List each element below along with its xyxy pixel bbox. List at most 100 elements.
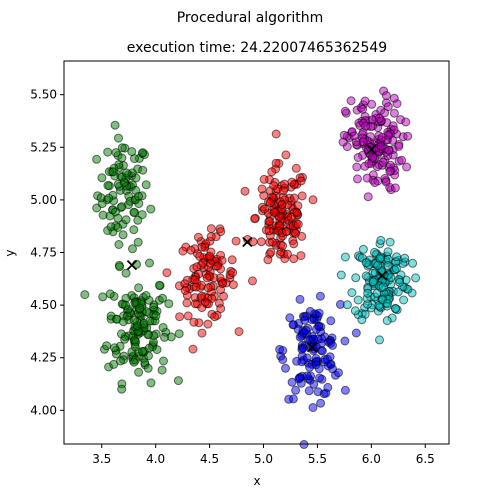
- data-point: [391, 304, 401, 314]
- data-point: [159, 356, 168, 366]
- data-point: [353, 295, 363, 305]
- data-point: [269, 181, 279, 191]
- data-point: [134, 367, 144, 377]
- data-point: [358, 137, 368, 147]
- data-point: [383, 102, 393, 112]
- y-tick-label: 4.25: [30, 351, 57, 365]
- data-point: [98, 292, 108, 302]
- data-point: [266, 247, 276, 257]
- data-point: [368, 153, 378, 162]
- data-point: [397, 155, 407, 165]
- data-point: [363, 192, 373, 202]
- data-point: [121, 300, 131, 310]
- data-point: [146, 204, 156, 214]
- centroid-marker-1: [242, 236, 253, 248]
- data-point: [291, 385, 301, 395]
- data-point: [288, 320, 298, 330]
- data-point: [162, 268, 172, 278]
- data-point: [338, 137, 348, 147]
- data-point: [175, 312, 185, 322]
- x-tick-label: 3.5: [92, 452, 111, 466]
- data-point: [133, 237, 143, 247]
- data-point: [248, 276, 257, 286]
- data-point: [135, 303, 145, 313]
- y-tick-label: 5.25: [30, 140, 57, 154]
- data-point: [173, 376, 183, 386]
- data-point: [116, 356, 125, 366]
- data-point: [305, 362, 315, 372]
- data-point: [104, 193, 114, 203]
- y-tick-label: 5.50: [30, 88, 57, 102]
- data-point: [352, 162, 362, 172]
- data-point: [349, 131, 359, 141]
- data-point: [259, 174, 269, 184]
- data-point: [368, 277, 378, 287]
- data-point: [143, 363, 153, 373]
- data-point: [120, 334, 130, 344]
- data-point: [129, 357, 139, 367]
- data-point: [328, 340, 337, 350]
- data-point: [297, 344, 307, 354]
- data-point: [158, 293, 167, 303]
- data-point: [231, 236, 241, 246]
- y-tick-label: 4.00: [30, 403, 57, 417]
- data-point: [98, 210, 108, 220]
- data-point: [203, 319, 213, 329]
- data-point: [240, 186, 250, 196]
- data-point: [114, 240, 124, 249]
- data-point: [286, 212, 296, 222]
- centroid-marker-2: [306, 342, 318, 353]
- data-point: [281, 227, 291, 237]
- data-point: [115, 262, 125, 272]
- y-tick-label: 5.00: [30, 193, 57, 207]
- data-point: [203, 283, 213, 293]
- data-point: [400, 253, 410, 263]
- data-point: [129, 225, 139, 235]
- data-point: [353, 174, 362, 184]
- data-point: [118, 230, 128, 240]
- data-point: [299, 328, 309, 338]
- data-point: [206, 224, 216, 234]
- data-point: [103, 181, 113, 190]
- data-point: [374, 113, 384, 123]
- data-point: [260, 204, 269, 214]
- data-point: [250, 214, 260, 224]
- data-point: [138, 165, 148, 175]
- data-point: [278, 355, 288, 365]
- data-point: [389, 93, 399, 103]
- data-point: [210, 312, 220, 322]
- data-point: [375, 335, 384, 345]
- data-point: [228, 280, 238, 290]
- data-point: [117, 153, 127, 163]
- data-point: [189, 317, 199, 327]
- data-point: [117, 202, 127, 212]
- cluster-3: [336, 235, 421, 345]
- y-tick-label: 4.75: [30, 246, 57, 260]
- data-point: [271, 129, 281, 139]
- data-point: [278, 346, 288, 355]
- data-point: [342, 300, 352, 310]
- data-point: [314, 364, 324, 374]
- cluster-4: [338, 86, 413, 202]
- plot-area: [63, 60, 450, 449]
- data-point: [376, 141, 386, 151]
- data-point: [105, 289, 115, 299]
- data-point: [193, 232, 203, 242]
- data-point: [393, 287, 403, 297]
- data-point: [142, 307, 152, 317]
- data-point: [174, 329, 184, 339]
- data-point: [278, 241, 288, 251]
- data-point: [289, 193, 299, 203]
- data-point: [134, 199, 144, 209]
- data-point: [399, 295, 409, 305]
- data-point: [121, 268, 131, 278]
- data-point: [182, 298, 192, 308]
- data-point: [297, 231, 307, 241]
- data-point: [160, 332, 169, 342]
- data-point: [157, 365, 167, 375]
- data-point: [113, 223, 123, 232]
- data-point: [401, 117, 411, 127]
- data-point: [351, 328, 361, 338]
- data-point: [213, 261, 223, 271]
- cluster-2: [275, 291, 361, 449]
